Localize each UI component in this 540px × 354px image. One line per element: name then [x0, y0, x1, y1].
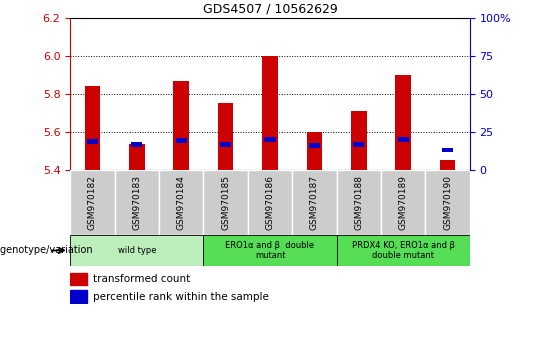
FancyBboxPatch shape [204, 235, 336, 266]
Text: PRDX4 KO, ERO1α and β
double mutant: PRDX4 KO, ERO1α and β double mutant [352, 241, 455, 260]
Bar [395, 75, 411, 170]
Text: transformed count: transformed count [93, 274, 190, 284]
Text: GSM970185: GSM970185 [221, 175, 230, 230]
Text: GSM970186: GSM970186 [266, 175, 274, 230]
FancyBboxPatch shape [114, 170, 159, 235]
Text: wild type: wild type [118, 246, 156, 255]
Text: GSM970182: GSM970182 [88, 175, 97, 230]
Bar [220, 142, 231, 147]
Bar [307, 132, 322, 170]
Text: GSM970190: GSM970190 [443, 175, 452, 230]
Title: GDS4507 / 10562629: GDS4507 / 10562629 [202, 2, 338, 15]
Text: ERO1α and β  double
mutant: ERO1α and β double mutant [225, 241, 315, 260]
Bar [131, 142, 143, 147]
Text: GSM970188: GSM970188 [354, 175, 363, 230]
Bar [70, 290, 87, 303]
Bar [440, 160, 455, 170]
Bar [351, 111, 367, 170]
FancyBboxPatch shape [204, 170, 248, 235]
Bar [129, 144, 145, 170]
FancyBboxPatch shape [159, 170, 204, 235]
Text: genotype/variation: genotype/variation [0, 245, 96, 256]
Bar [176, 138, 187, 143]
Text: GSM970187: GSM970187 [310, 175, 319, 230]
Bar [218, 103, 233, 170]
Text: GSM970183: GSM970183 [132, 175, 141, 230]
Bar [353, 142, 365, 147]
FancyBboxPatch shape [292, 170, 336, 235]
FancyBboxPatch shape [248, 170, 292, 235]
Bar [397, 137, 409, 142]
Bar [173, 81, 189, 170]
FancyBboxPatch shape [70, 170, 114, 235]
Bar [262, 56, 278, 170]
Bar [70, 273, 87, 285]
FancyBboxPatch shape [70, 235, 204, 266]
FancyBboxPatch shape [381, 170, 426, 235]
Bar [309, 143, 320, 148]
Text: GSM970189: GSM970189 [399, 175, 408, 230]
Bar [85, 86, 100, 170]
Bar [442, 148, 453, 152]
FancyBboxPatch shape [426, 170, 470, 235]
Bar [265, 137, 275, 142]
FancyBboxPatch shape [336, 235, 470, 266]
Bar [87, 139, 98, 144]
FancyBboxPatch shape [336, 170, 381, 235]
Text: GSM970184: GSM970184 [177, 175, 186, 230]
Text: percentile rank within the sample: percentile rank within the sample [93, 292, 269, 302]
